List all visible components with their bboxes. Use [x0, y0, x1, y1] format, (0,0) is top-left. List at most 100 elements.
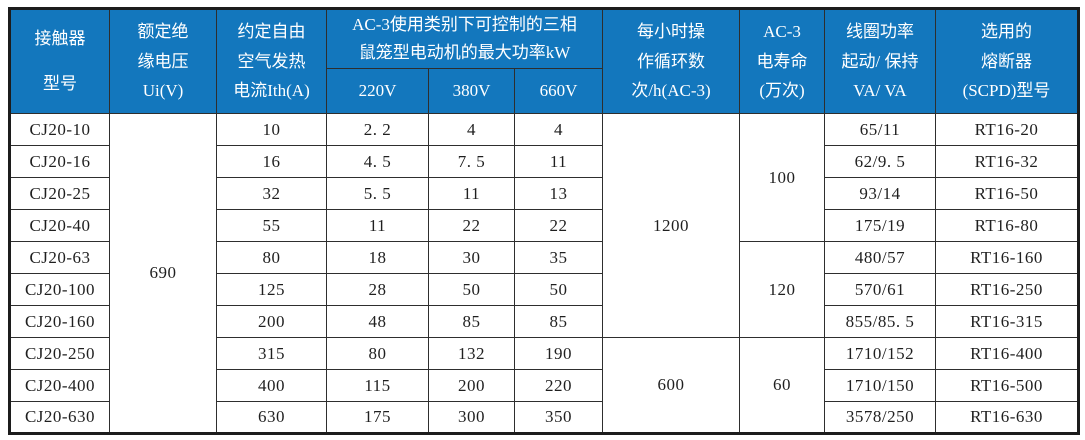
value-cell: 16 [216, 145, 327, 178]
value-cell: 315 [216, 337, 327, 370]
value-cell: 1710/150 [824, 369, 936, 402]
value-cell: 11 [428, 177, 515, 210]
value-cell: 100 [739, 113, 825, 242]
contactor-spec-table: 接触器 型号 额定绝 缘电压 Ui(V) 约定自由 空气发热 电流Ith(A) … [8, 7, 1080, 435]
value-cell: 1200 [602, 113, 740, 338]
value-cell: 13 [514, 177, 603, 210]
model-cell: CJ20-16 [9, 145, 110, 178]
table-row: CJ20-40 55 11 22 22 175/19 RT16-80 [9, 209, 1079, 242]
table-row: CJ20-63 80 18 30 35 120 480/57 RT16-160 [9, 241, 1079, 338]
value-cell: 630 [216, 401, 327, 434]
value-cell: 132 [428, 337, 515, 370]
header-electrical-life: AC-3 电寿命 (万次) [739, 8, 825, 114]
value-cell: 115 [326, 369, 429, 402]
header-insulation-voltage: 额定绝 缘电压 Ui(V) [109, 8, 217, 114]
value-cell: RT16-630 [935, 401, 1079, 434]
value-cell: 50 [514, 273, 603, 306]
value-cell: 350 [514, 401, 603, 434]
value-cell: 4 [514, 113, 603, 146]
header-220v: 220V [326, 68, 429, 114]
value-cell: 93/14 [824, 177, 936, 210]
value-cell: 7. 5 [428, 145, 515, 178]
value-cell: 62/9. 5 [824, 145, 936, 178]
value-cell: 2. 2 [326, 113, 429, 146]
value-cell: 480/57 [824, 241, 936, 274]
value-cell: RT16-32 [935, 145, 1079, 178]
header-660v: 660V [514, 68, 603, 114]
value-cell: 4 [428, 113, 515, 146]
value-cell: 175/19 [824, 209, 936, 242]
model-cell: CJ20-160 [9, 305, 110, 338]
value-cell: 570/61 [824, 273, 936, 306]
value-cell: 18 [326, 241, 429, 274]
value-cell: 11 [514, 145, 603, 178]
value-cell: 600 [602, 337, 740, 434]
value-cell: 5. 5 [326, 177, 429, 210]
value-cell: 22 [514, 209, 603, 242]
value-cell: 48 [326, 305, 429, 338]
value-cell: 28 [326, 273, 429, 306]
value-cell: 11 [326, 209, 429, 242]
value-cell: 400 [216, 369, 327, 402]
header-cycles-per-hour: 每小时操 作循环数 次/h(AC-3) [602, 8, 740, 114]
value-cell: RT16-50 [935, 177, 1079, 210]
value-cell: RT16-250 [935, 273, 1079, 306]
value-cell: 190 [514, 337, 603, 370]
model-cell: CJ20-40 [9, 209, 110, 242]
value-cell: 855/85. 5 [824, 305, 936, 338]
value-cell: 50 [428, 273, 515, 306]
value-cell: 80 [326, 337, 429, 370]
value-cell: RT16-500 [935, 369, 1079, 402]
table-row: CJ20-10 690 10 2. 2 4 4 1200 100 65/11 RT16-20 [9, 113, 1079, 434]
model-cell: CJ20-100 [9, 273, 110, 306]
value-cell: 22 [428, 209, 515, 242]
value-cell: RT16-315 [935, 305, 1079, 338]
value-cell: 80 [216, 241, 327, 274]
value-cell: 300 [428, 401, 515, 434]
model-cell: CJ20-250 [9, 337, 110, 370]
model-cell: CJ20-630 [9, 401, 110, 434]
header-row-2: 220V 380V 660V [10, 68, 1079, 114]
value-cell: 60 [739, 337, 825, 434]
value-cell: 220 [514, 369, 603, 402]
model-cell: CJ20-400 [9, 369, 110, 402]
header-380v: 380V [428, 68, 515, 114]
value-cell: 1710/152 [824, 337, 936, 370]
value-cell: 120 [739, 241, 825, 338]
value-cell: 200 [216, 305, 327, 338]
table-row: CJ20-400 400 115 200 220 1710/150 RT16-500 [9, 369, 1079, 402]
value-cell: 85 [428, 305, 515, 338]
value-cell: 32 [216, 177, 327, 210]
value-cell: 55 [216, 209, 327, 242]
table-row: CJ20-250 315 80 132 190 600 60 1710/152 RT16-400 [9, 337, 1079, 434]
header-fuse-model: 选用的 熔断器 (SCPD)型号 [935, 8, 1079, 114]
value-cell: 65/11 [824, 113, 936, 146]
header-ac3-power-group: AC-3使用类别下可控制的三相 鼠笼型电动机的最大功率kW [326, 8, 603, 69]
table-body: CJ20-10 690 10 2. 2 4 4 1200 100 65/11 RT16-20 CJ2… [9, 113, 1079, 434]
table-row: CJ20-25 32 5. 5 11 13 93/14 RT16-50 [9, 177, 1079, 210]
header-coil-power: 线圈功率 起动/ 保持 VA/ VA [824, 8, 936, 114]
header-thermal-current: 约定自由 空气发热 电流Ith(A) [216, 8, 327, 114]
value-cell: 30 [428, 241, 515, 274]
table-row: CJ20-630 630 175 300 350 3578/250 RT16-630 [9, 401, 1079, 434]
value-cell: 85 [514, 305, 603, 338]
table-row: CJ20-16 16 4. 5 7. 5 11 62/9. 5 RT16-32 [9, 145, 1079, 178]
value-cell: 125 [216, 273, 327, 306]
table-header: 接触器 型号 额定绝 缘电压 Ui(V) 约定自由 空气发热 电流Ith(A) … [9, 8, 1079, 114]
header-row-1: 接触器 型号 额定绝 缘电压 Ui(V) 约定自由 空气发热 电流Ith(A) … [9, 8, 1079, 114]
value-cell: 10 [216, 113, 327, 146]
value-cell: RT16-80 [935, 209, 1079, 242]
header-model: 接触器 型号 [9, 8, 110, 114]
value-cell: RT16-400 [935, 337, 1079, 370]
value-cell: 3578/250 [824, 401, 936, 434]
table-row: CJ20-100 125 28 50 50 570/61 RT16-250 [9, 273, 1079, 306]
model-cell: CJ20-63 [9, 241, 110, 274]
value-cell: 35 [514, 241, 603, 274]
value-cell: 200 [428, 369, 515, 402]
value-cell: 175 [326, 401, 429, 434]
model-cell: CJ20-10 [9, 113, 110, 146]
model-cell: CJ20-25 [9, 177, 110, 210]
value-cell: RT16-20 [935, 113, 1079, 146]
value-cell: 690 [109, 113, 217, 434]
value-cell: 4. 5 [326, 145, 429, 178]
